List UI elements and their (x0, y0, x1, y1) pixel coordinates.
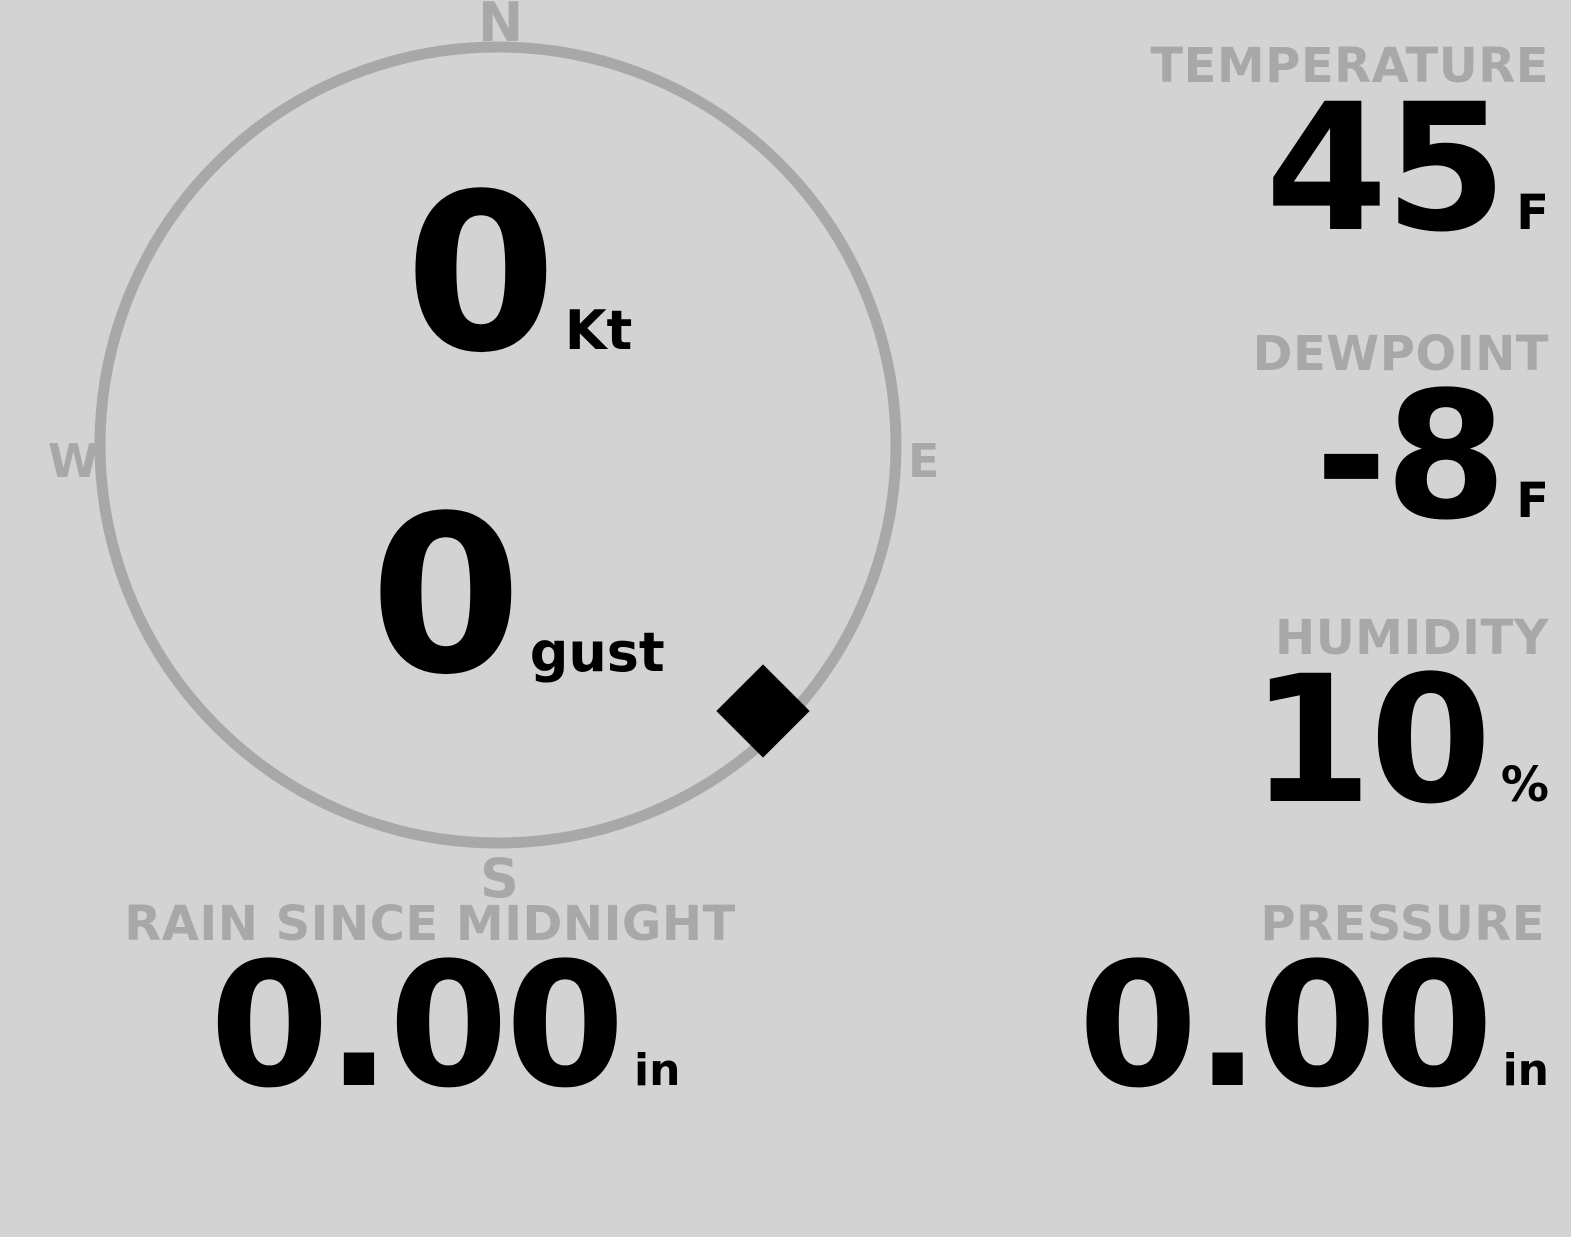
temperature-value: 45 (1265, 66, 1507, 271)
pressure-value: 0.00 (1078, 925, 1493, 1126)
wind-speed-value: 0 (405, 148, 557, 401)
rain-unit: in (633, 1045, 681, 1096)
compass-tick-nw (198, 151, 229, 182)
dewpoint-unit: F (1516, 473, 1549, 529)
rain-label: RAIN SINCE MIDNIGHT (124, 896, 736, 952)
wind-compass-panel: N S W E 0 Kt 0 gust (0, 0, 1000, 920)
compass-dial (94, 41, 902, 849)
temperature-unit: F (1516, 185, 1549, 241)
compass-ring-circle (94, 41, 902, 849)
metric-humidity: HUMIDITY 10 % (989, 610, 1549, 843)
wind-gust-value: 0 (370, 470, 522, 723)
wind-gust-unit: gust (529, 621, 665, 684)
humidity-unit: % (1500, 757, 1549, 813)
humidity-value-row: 10 % (989, 638, 1549, 843)
wind-speed-unit: Kt (564, 299, 633, 362)
compass-tick-ne (767, 151, 798, 182)
temperature-value-row: 45 F (989, 66, 1549, 271)
metrics-column: TEMPERATURE 45 F DEWPOINT -8 F HUMIDITY … (980, 0, 1571, 1237)
humidity-label: HUMIDITY (1275, 610, 1549, 666)
wind-gust-readout: 0 gust (370, 470, 665, 723)
compass-label-east: E (908, 434, 940, 488)
metric-pressure: PRESSURE 0.00 in (989, 896, 1549, 1126)
pressure-unit: in (1502, 1045, 1549, 1096)
compass-tick-sw (198, 708, 229, 739)
compass-label-south: S (480, 847, 519, 910)
wind-speed-readout: 0 Kt (405, 148, 633, 401)
dewpoint-value: -8 (1314, 354, 1508, 559)
metric-temperature: TEMPERATURE 45 F (989, 38, 1549, 271)
compass-label-west: W (48, 434, 99, 488)
dewpoint-value-row: -8 F (989, 354, 1549, 559)
compass-label-north: N (478, 0, 524, 54)
humidity-value: 10 (1249, 638, 1492, 843)
pressure-label: PRESSURE (1260, 896, 1545, 952)
rain-since-midnight-block: RAIN SINCE MIDNIGHT 0.00 in (0, 896, 850, 1126)
temperature-label: TEMPERATURE (1150, 38, 1549, 94)
pressure-value-row: 0.00 in (989, 925, 1549, 1126)
wind-direction-marker-icon (716, 664, 810, 758)
rain-value: 0.00 (209, 925, 625, 1126)
rain-value-row: 0.00 in (0, 925, 850, 1126)
dewpoint-label: DEWPOINT (1252, 326, 1549, 382)
metric-dewpoint: DEWPOINT -8 F (989, 326, 1549, 559)
